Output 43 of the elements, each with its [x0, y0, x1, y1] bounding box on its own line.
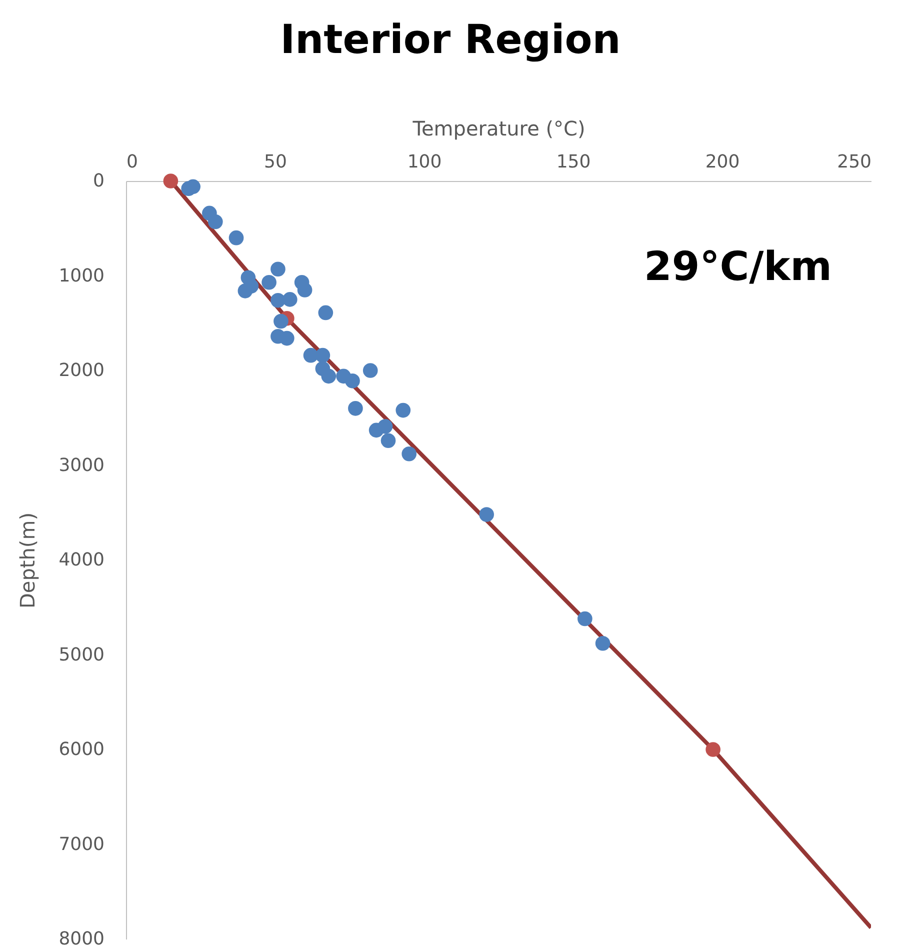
point [270, 262, 286, 277]
y-tick-label: 3000 [58, 454, 104, 476]
point [282, 292, 298, 307]
point [280, 330, 294, 346]
point [578, 611, 592, 626]
point [378, 419, 393, 434]
y-tick-label: 7000 [58, 834, 104, 855]
point [321, 368, 336, 384]
x-tick-label: 100 [407, 152, 442, 172]
point [706, 742, 720, 757]
y-tick-label: 1000 [58, 265, 104, 286]
y-tick-label: 6000 [58, 739, 104, 760]
y-tick-label: 8000 [58, 928, 104, 949]
x-tick-label: 0 [126, 152, 138, 172]
point [396, 402, 411, 418]
point [362, 363, 378, 378]
x-tick-label: 150 [556, 152, 591, 172]
point [208, 214, 223, 230]
point [303, 348, 318, 363]
point [297, 282, 312, 298]
point [348, 401, 363, 416]
chart-title: Interior Region [280, 17, 621, 63]
point [345, 374, 360, 388]
x-tick-label: 200 [705, 152, 740, 172]
y-tick-label: 0 [93, 170, 104, 192]
point [479, 507, 494, 522]
point [595, 636, 610, 651]
y-axis-title: Depth(m) [16, 512, 40, 609]
point [262, 274, 276, 290]
point [380, 433, 396, 448]
point [315, 348, 330, 363]
x-axis-title: Temperature (°C) [412, 116, 586, 140]
point [228, 230, 244, 246]
point [274, 314, 288, 329]
y-tick-label: 2000 [58, 360, 104, 381]
x-tick-label: 250 [837, 152, 872, 172]
annotation: 29°C/km [644, 244, 832, 290]
point [318, 305, 334, 320]
y-tick-label: 5000 [58, 644, 104, 666]
point [402, 446, 417, 462]
x-tick-label: 50 [264, 152, 287, 172]
point [163, 174, 178, 188]
y-tick-label: 4000 [58, 550, 104, 570]
